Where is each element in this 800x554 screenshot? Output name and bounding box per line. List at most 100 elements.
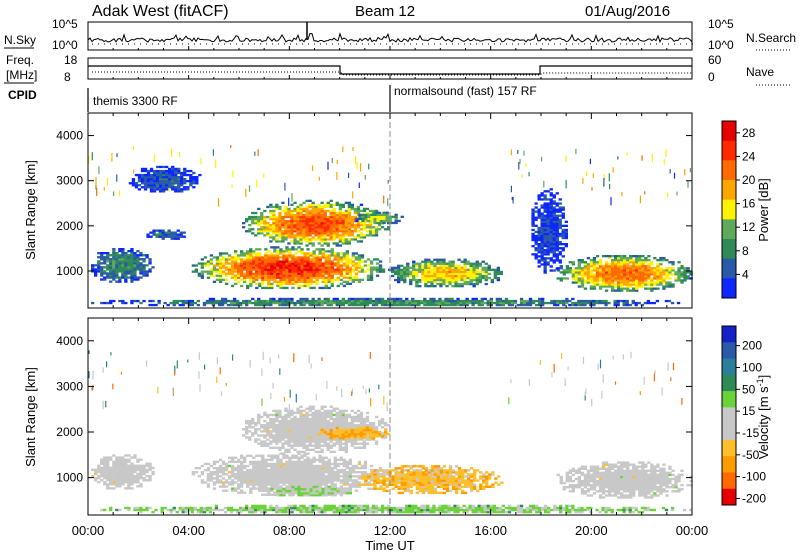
echo-cell: [342, 256, 346, 259]
echo-cell: [342, 284, 346, 288]
echo-cell: [305, 211, 309, 215]
echo-cell: [115, 470, 119, 474]
echo-cell: [194, 471, 198, 474]
echo-cell: [291, 477, 295, 480]
y-tick-label: 1000: [56, 264, 83, 278]
echo-cell: [598, 287, 603, 290]
echo-cell: [430, 276, 434, 280]
echo-cell: [659, 281, 663, 284]
echo-cell: [659, 279, 663, 282]
echo-cell: [249, 264, 253, 267]
echo-cell: [357, 262, 362, 265]
echo-cell: [243, 477, 247, 480]
echo-cell: [237, 264, 241, 267]
echo-cell: [215, 278, 220, 281]
echo-cell: [543, 214, 547, 217]
echo-cell: [288, 483, 292, 486]
echo-cell: [136, 264, 140, 267]
echo-cell: [321, 475, 325, 478]
echo-cell: [656, 259, 660, 262]
echo-cell: [112, 270, 116, 273]
echo-cell: [148, 299, 152, 303]
echo-cell: [249, 489, 253, 492]
echo-cell: [275, 434, 279, 437]
noise-cell: [591, 187, 593, 191]
echo-cell: [558, 210, 562, 213]
echo-cell: [100, 272, 104, 275]
echo-cell: [252, 252, 256, 255]
echo-cell: [662, 259, 666, 262]
echo-cell: [427, 258, 431, 261]
echo-cell: [143, 186, 148, 189]
echo-cell: [580, 303, 584, 307]
echo-cell: [565, 265, 569, 268]
echo-cell: [342, 483, 346, 486]
echo-cell: [363, 460, 368, 464]
echo-cell: [317, 211, 321, 215]
echo-cell: [347, 242, 351, 245]
echo-cell: [264, 254, 268, 257]
echo-cell: [275, 203, 279, 206]
echo-cell: [335, 236, 339, 239]
echo-cell: [555, 234, 559, 238]
echo-cell: [243, 475, 247, 478]
echo-cell: [145, 474, 149, 478]
echo-cell: [282, 456, 286, 459]
echo-cell: [323, 213, 327, 217]
echo-cell: [391, 221, 395, 225]
echo-cell: [109, 280, 113, 283]
echo-cell: [148, 268, 152, 271]
echo-cell: [436, 272, 440, 276]
echo-cell: [254, 303, 258, 307]
echo-cell: [273, 274, 277, 277]
echo-cell: [363, 462, 368, 466]
echo-cell: [318, 456, 322, 459]
echo-cell: [118, 254, 122, 257]
echo-cell: [617, 275, 621, 278]
echo-cell: [308, 240, 312, 243]
echo-cell: [665, 269, 669, 272]
echo-cell: [577, 259, 581, 262]
echo-cell: [142, 268, 146, 271]
echo-cell: [341, 297, 345, 301]
echo-cell: [112, 472, 116, 476]
echo-cell: [139, 252, 143, 255]
echo-cell: [266, 430, 270, 433]
echo-cell: [285, 274, 289, 277]
echo-cell: [308, 232, 312, 235]
echo-cell: [300, 464, 304, 468]
echo-cell: [293, 236, 297, 239]
echo-cell: [469, 266, 473, 269]
echo-cell: [282, 454, 286, 457]
echo-cell: [540, 249, 544, 252]
echo-cell: [278, 205, 282, 209]
echo-cell: [403, 276, 407, 280]
echo-cell: [351, 260, 355, 263]
echo-cell: [203, 468, 208, 472]
echo-cell: [109, 483, 113, 486]
echo-cell: [261, 282, 265, 285]
echo-cell: [183, 188, 187, 191]
echo-cell: [356, 226, 361, 229]
echo-cell: [311, 205, 315, 209]
echo-cell: [463, 280, 467, 284]
echo-cell: [221, 485, 226, 488]
echo-cell: [358, 215, 362, 218]
echo-cell: [583, 299, 587, 303]
echo-cell: [439, 260, 443, 263]
echo-cell: [290, 230, 294, 233]
echo-cell: [330, 284, 334, 288]
echo-cell: [94, 476, 98, 480]
echo-cell: [355, 217, 359, 220]
echo-cell: [269, 417, 273, 421]
noise-cell: [96, 187, 98, 197]
echo-cell: [255, 272, 259, 275]
echo-cell: [471, 299, 475, 303]
echo-cell: [330, 264, 334, 267]
echo-cell: [604, 273, 609, 276]
echo-cell: [121, 456, 125, 459]
echo-cell: [287, 207, 291, 211]
freq-panel: Freq. [MHz] 18 8 60 0 Nave: [4, 53, 790, 86]
echo-cell: [206, 466, 211, 470]
echo-cell: [534, 224, 538, 227]
